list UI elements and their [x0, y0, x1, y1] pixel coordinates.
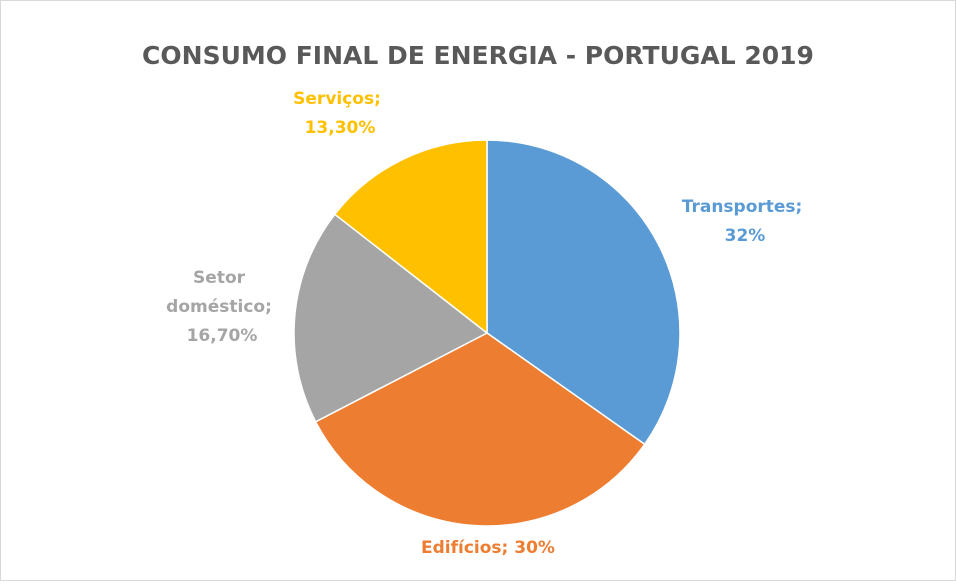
pie-slice [333, 139, 488, 335]
chart-title: CONSUMO FINAL DE ENERGIA - PORTUGAL 2019 [142, 41, 814, 70]
data-label: Setor doméstico; 16,70% [166, 268, 278, 346]
pie-slice [314, 332, 646, 527]
pie-slice [486, 139, 681, 446]
pie-slice [293, 213, 489, 423]
data-label: Serviços; 13,30% [293, 89, 387, 138]
data-label: Transportes; 32% [682, 197, 809, 246]
data-label: Edifícios; 30% [421, 538, 555, 558]
